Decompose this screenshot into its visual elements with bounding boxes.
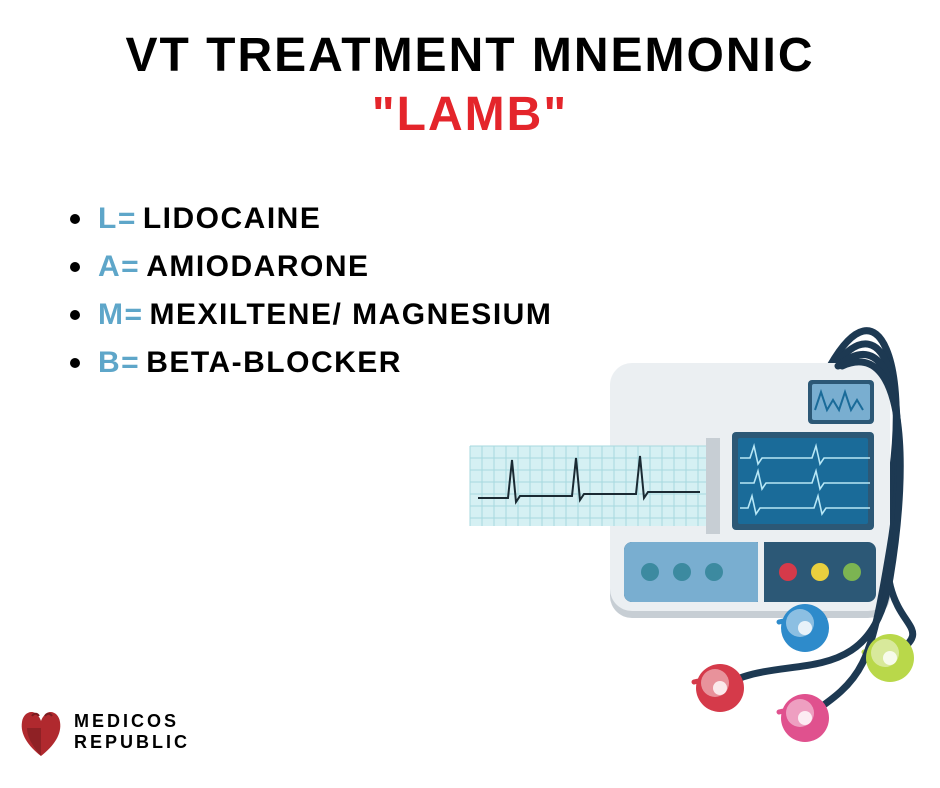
bullet-icon xyxy=(70,214,80,224)
brand-text: MEDICOS REPUBLIC xyxy=(74,711,190,752)
title-block: VT TREATMENT MNEMONIC "LAMB" xyxy=(0,0,940,142)
title-line1: VT TREATMENT MNEMONIC xyxy=(0,28,940,83)
bullet-icon xyxy=(70,358,80,368)
list-item: L= LIDOCAINE xyxy=(70,202,940,236)
mnemonic-text: BETA-BLOCKER xyxy=(146,346,402,380)
mnemonic-letter: M= xyxy=(98,298,144,332)
brand-logo: MEDICOS REPUBLIC xyxy=(18,706,190,758)
ecg-illustration xyxy=(410,288,930,768)
title-line2: "LAMB" xyxy=(0,87,940,142)
heart-icon xyxy=(18,706,64,758)
mnemonic-letter: L= xyxy=(98,202,137,236)
bullet-icon xyxy=(70,262,80,272)
brand-line2: REPUBLIC xyxy=(74,732,190,753)
list-item: A= AMIODARONE xyxy=(70,250,940,284)
brand-line1: MEDICOS xyxy=(74,711,190,732)
mnemonic-letter: B= xyxy=(98,346,140,380)
mnemonic-letter: A= xyxy=(98,250,140,284)
mnemonic-text: LIDOCAINE xyxy=(143,202,322,236)
bullet-icon xyxy=(70,310,80,320)
mnemonic-text: AMIODARONE xyxy=(146,250,369,284)
